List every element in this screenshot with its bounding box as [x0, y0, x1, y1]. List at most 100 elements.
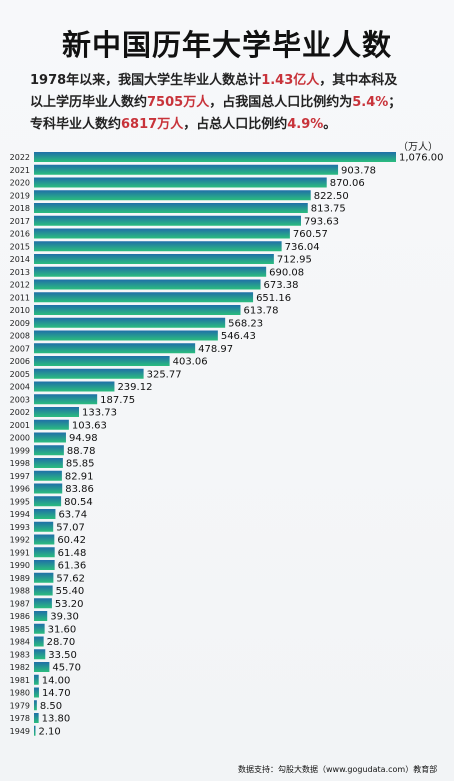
- value-label: 33.50: [48, 650, 77, 661]
- summary-line-1: 1978年以来，我国大学生毕业人数总计1.43亿人，其中本科及: [30, 70, 440, 92]
- bar: [34, 419, 69, 430]
- year-label: 1949: [10, 727, 30, 736]
- year-label: 1992: [10, 536, 30, 545]
- value-label: 133.73: [82, 408, 117, 419]
- year-label: 1989: [10, 574, 30, 583]
- bar: [34, 496, 62, 507]
- year-label: 1996: [10, 485, 30, 494]
- value-label: 8.50: [40, 701, 62, 712]
- bar: [34, 407, 79, 417]
- value-label: 94.98: [69, 433, 98, 444]
- year-label: 1995: [10, 497, 30, 506]
- value-label: 793.63: [304, 216, 339, 227]
- year-label: 2022: [10, 153, 30, 162]
- value-label: 39.30: [50, 612, 79, 623]
- bar: [34, 190, 311, 201]
- value-label: 546.43: [221, 331, 256, 342]
- value-label: 690.08: [269, 267, 304, 278]
- summary-text-part: ，占总人口比例约: [183, 117, 288, 132]
- bar: [34, 509, 56, 519]
- year-label: 2018: [10, 204, 30, 213]
- bar: [34, 445, 64, 456]
- value-label: 61.48: [58, 548, 87, 559]
- bar: [34, 164, 339, 175]
- bar: [34, 203, 308, 213]
- bar: [34, 611, 48, 621]
- value-label: 31.60: [48, 624, 77, 635]
- value-label: 57.62: [56, 573, 85, 584]
- year-label: 2001: [10, 421, 30, 430]
- year-label: 2021: [10, 166, 30, 175]
- year-label: 2011: [10, 293, 30, 302]
- bar: [34, 534, 55, 545]
- year-label: 2017: [10, 217, 30, 226]
- summary-text: 1978年以来，我国大学生毕业人数总计1.43亿人，其中本科及 以上学历毕业人数…: [30, 70, 440, 136]
- summary-text-part: 专科毕业人数约: [30, 117, 122, 132]
- value-label: 903.78: [341, 165, 376, 176]
- bar: [34, 330, 218, 341]
- summary-highlight: 7505万人: [147, 95, 210, 110]
- value-label: 103.63: [72, 420, 107, 431]
- bar: [34, 560, 55, 570]
- value-label: 736.04: [285, 242, 320, 253]
- year-label: 1983: [10, 650, 30, 659]
- value-label: 80.54: [64, 497, 93, 508]
- year-label: 2019: [10, 191, 30, 200]
- bar: [34, 725, 36, 736]
- value-label: 83.86: [65, 484, 94, 495]
- value-label: 45.70: [52, 663, 81, 674]
- summary-text-part: ，其中本科及: [319, 73, 398, 88]
- value-label: 63.74: [58, 510, 87, 521]
- value-label: 88.78: [67, 446, 96, 457]
- bar: [34, 279, 261, 290]
- value-label: 613.78: [243, 306, 278, 317]
- year-label: 2002: [10, 408, 30, 417]
- value-label: 712.95: [277, 255, 312, 266]
- value-label: 60.42: [57, 535, 86, 546]
- bar: [34, 700, 37, 711]
- value-label: 13.80: [42, 714, 71, 725]
- year-label: 2003: [10, 395, 30, 404]
- bar: [34, 215, 302, 226]
- summary-highlight: 6817万人: [121, 117, 184, 132]
- year-label: 1987: [10, 599, 30, 608]
- bar: [34, 292, 254, 303]
- value-label: 53.20: [55, 599, 84, 610]
- bar: [34, 713, 39, 723]
- year-label: 2004: [10, 383, 30, 392]
- summary-text-part: 。: [323, 117, 337, 132]
- year-label: 1979: [10, 701, 30, 710]
- year-label: 1988: [10, 587, 30, 596]
- value-label: 82.91: [65, 471, 94, 482]
- summary-highlight: 4.9%: [287, 117, 324, 132]
- year-label: 1985: [10, 625, 30, 634]
- value-label: 403.06: [173, 357, 208, 368]
- year-label: 1994: [10, 510, 30, 519]
- value-label: 813.75: [311, 204, 346, 215]
- year-label: 2012: [10, 281, 30, 290]
- bar: [34, 470, 62, 481]
- bar: [34, 636, 44, 647]
- bar: [34, 458, 63, 468]
- bar: [34, 241, 282, 252]
- value-label: 61.36: [58, 561, 87, 572]
- year-label: 1991: [10, 548, 30, 557]
- year-label: 2000: [10, 434, 30, 443]
- year-label: 2005: [10, 370, 30, 379]
- year-label: 1997: [10, 472, 30, 481]
- page-title: 新中国历年大学毕业人数: [61, 28, 392, 62]
- year-label: 1993: [10, 523, 30, 532]
- value-label: 14.70: [42, 688, 71, 699]
- summary-text-part: 以上学历毕业人数约: [30, 95, 148, 110]
- year-label: 2010: [10, 306, 30, 315]
- value-label: 568.23: [228, 318, 263, 329]
- value-label: 187.75: [100, 395, 135, 406]
- year-label: 2007: [10, 344, 30, 353]
- value-label: 760.57: [293, 229, 328, 240]
- summary-highlight: 5.4%: [352, 95, 389, 110]
- year-label: 1982: [10, 663, 30, 672]
- year-label: 1978: [10, 714, 30, 723]
- bar: [34, 266, 267, 277]
